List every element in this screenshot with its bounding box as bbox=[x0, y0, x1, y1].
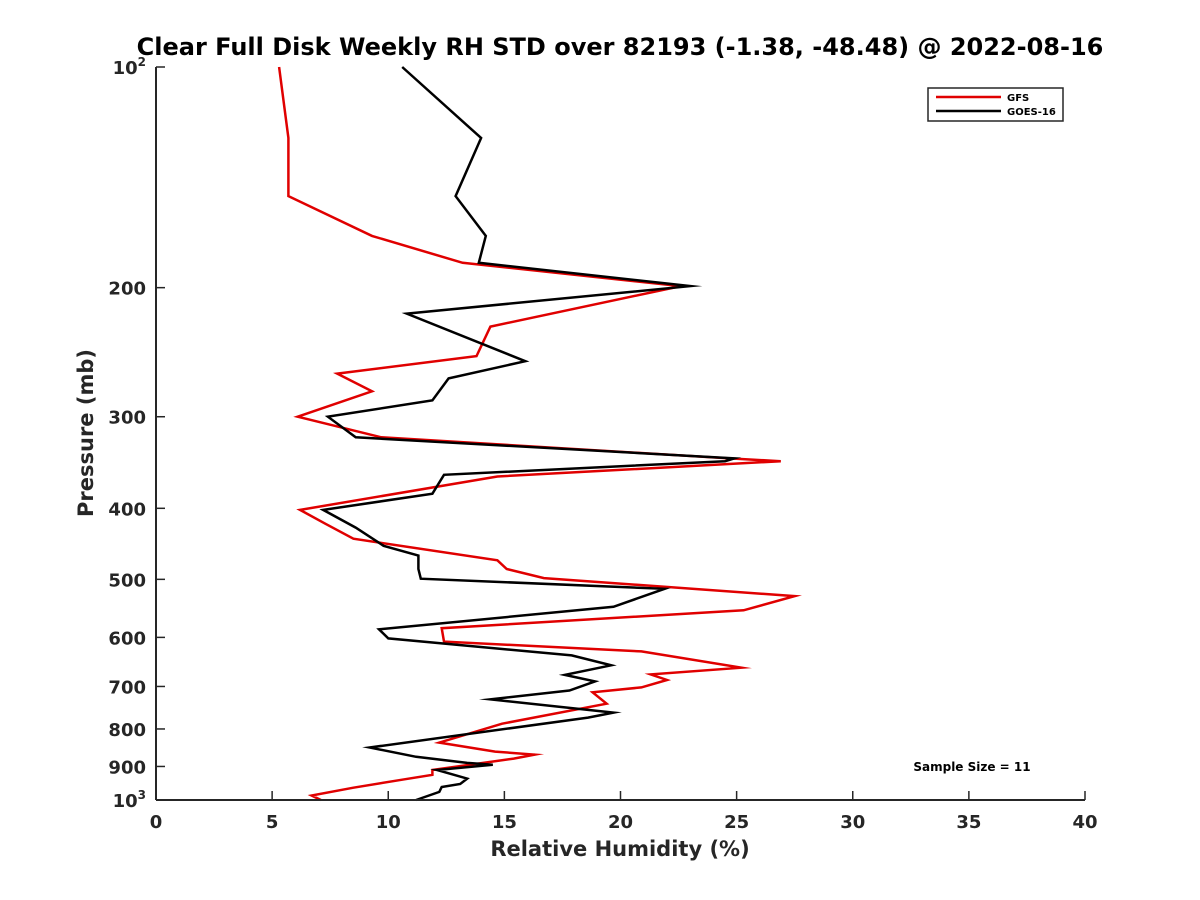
series-line-gfs bbox=[277, 66, 802, 802]
y-axis-label: Pressure (mb) bbox=[74, 349, 98, 517]
x-ticks: 0 5 10 15 20 25 30 35 40 bbox=[150, 791, 1098, 833]
y-tick-label: 700 bbox=[108, 677, 146, 698]
x-tick-label: 20 bbox=[608, 812, 633, 833]
x-tick-label: 10 bbox=[376, 812, 401, 833]
x-axis-label: Relative Humidity (%) bbox=[490, 837, 749, 861]
x-tick-label: 0 bbox=[150, 812, 163, 833]
y-tick-label: 400 bbox=[108, 499, 146, 520]
y-tick-label: 200 bbox=[108, 279, 146, 300]
chart-title: Clear Full Disk Weekly RH STD over 82193… bbox=[137, 33, 1104, 61]
legend-box bbox=[927, 87, 1064, 122]
y-tick-label: 500 bbox=[108, 570, 146, 591]
series-layer bbox=[277, 66, 802, 802]
x-tick-label: 40 bbox=[1072, 812, 1097, 833]
series-line-goes-16 bbox=[319, 66, 742, 802]
x-tick-label: 15 bbox=[492, 812, 517, 833]
y-tick-label: 300 bbox=[108, 408, 146, 429]
y-tick-label: 900 bbox=[108, 757, 146, 778]
y-tick-label: 103 bbox=[113, 788, 146, 812]
x-tick-label: 30 bbox=[840, 812, 865, 833]
y-ticks: 102 200 300 400 500 600 700 800 900 103 bbox=[108, 55, 165, 812]
legend: GFS GOES-16 bbox=[927, 87, 1064, 122]
sample-size-annotation: Sample Size = 11 bbox=[913, 760, 1030, 774]
legend-label: GOES-16 bbox=[1007, 107, 1056, 118]
y-tick-label: 800 bbox=[108, 720, 146, 741]
x-tick-label: 35 bbox=[956, 812, 981, 833]
y-tick-label: 600 bbox=[108, 628, 146, 649]
legend-label: GFS bbox=[1007, 93, 1029, 104]
y-tick-label: 102 bbox=[113, 55, 146, 79]
x-tick-label: 25 bbox=[724, 812, 749, 833]
x-tick-label: 5 bbox=[266, 812, 279, 833]
